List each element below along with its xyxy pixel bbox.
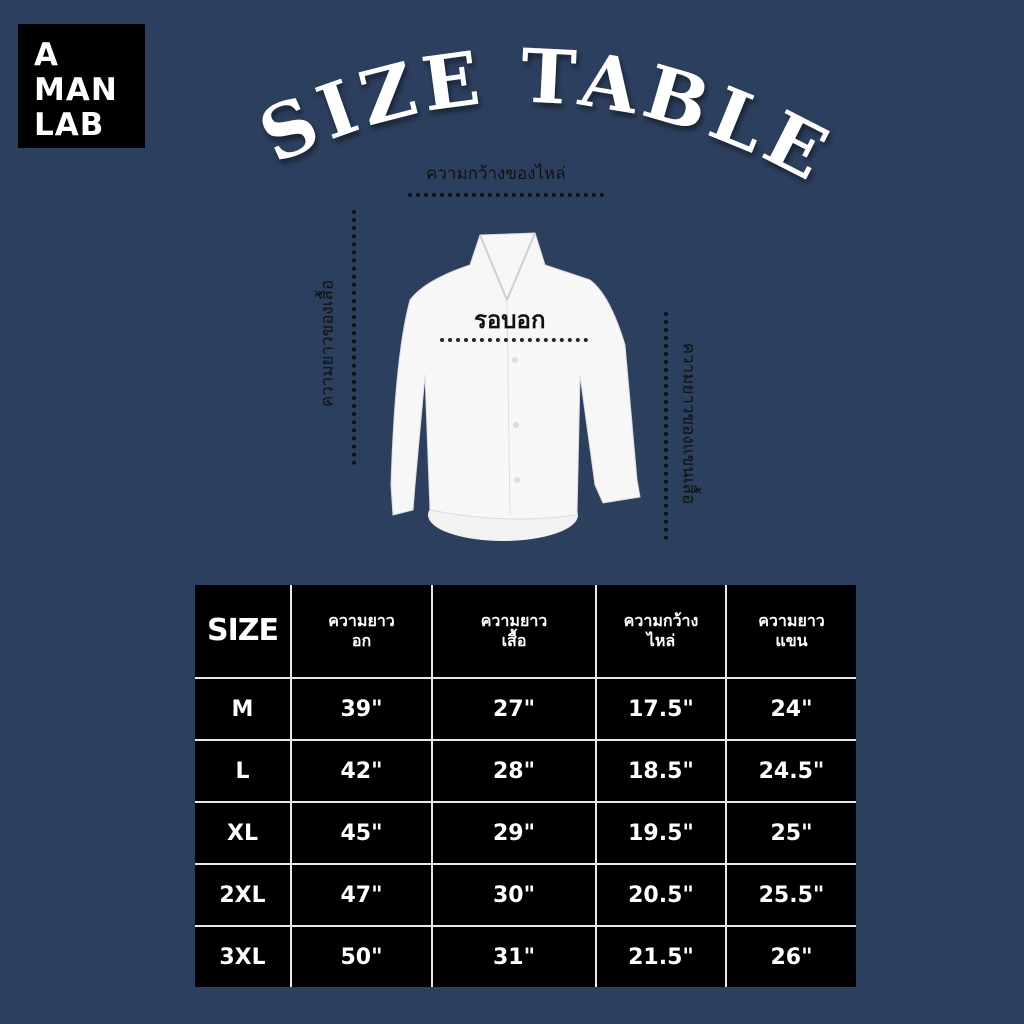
cell-shoulder: 18.5" — [595, 739, 727, 803]
cell-size: M — [195, 677, 292, 741]
shirt-image — [390, 232, 641, 541]
cell-shoulder: 20.5" — [595, 863, 727, 927]
logo-line: MAN — [34, 72, 118, 108]
cell-size: 2XL — [195, 863, 292, 927]
cell-chest: 50" — [290, 925, 433, 987]
table-row: XL 45" 29" 19.5" 25" — [195, 801, 856, 865]
header-line: ความกว้าง — [623, 611, 699, 630]
chest-dotted-line — [440, 338, 588, 342]
cell-sleeve: 24.5" — [725, 739, 856, 803]
header-line: ความยาว — [758, 611, 825, 630]
logo-line: A — [34, 37, 59, 73]
logo-line: LAB — [34, 107, 105, 143]
cell-sleeve: 26" — [725, 925, 856, 987]
sleeve-length-label: ความยาวของแขนเสื้อ — [678, 342, 699, 505]
shirt-length-dotted-line — [352, 210, 356, 465]
table-row: 3XL 50" 31" 21.5" 26" — [195, 925, 856, 987]
cell-sleeve: 25" — [725, 801, 856, 865]
cell-sleeve: 24" — [725, 677, 856, 741]
table-header-row: SIZE ความยาว อก ความยาว เสื้อ ความกว้าง ไหล… — [195, 585, 856, 679]
cell-chest: 42" — [290, 739, 433, 803]
header-line: แขน — [775, 631, 808, 650]
table-row: 2XL 47" 30" 20.5" 25.5" — [195, 863, 856, 927]
shoulder-width-dotted-line — [408, 193, 604, 197]
cell-size: 3XL — [195, 925, 292, 987]
cell-shirt-length: 30" — [431, 863, 597, 927]
sleeve-length-dotted-line — [664, 312, 668, 540]
header-chest: ความยาว อก — [290, 585, 433, 679]
chest-label: รอบอก — [474, 306, 546, 334]
cell-chest: 45" — [290, 801, 433, 865]
cell-shirt-length: 31" — [431, 925, 597, 987]
cell-sleeve: 25.5" — [725, 863, 856, 927]
cell-shoulder: 19.5" — [595, 801, 727, 865]
header-line: อก — [351, 631, 372, 650]
cell-shoulder: 17.5" — [595, 677, 727, 741]
header-line: ความยาว — [328, 611, 395, 630]
shirt-length-label: ความยาวของเสื้อ — [317, 279, 338, 408]
size-table: SIZE ความยาว อก ความยาว เสื้อ ความกว้าง ไหล… — [195, 585, 856, 987]
header-sleeve: ความยาว แขน — [725, 585, 856, 679]
cell-shoulder: 21.5" — [595, 925, 727, 987]
cell-size: XL — [195, 801, 292, 865]
table-row: L 42" 28" 18.5" 24.5" — [195, 739, 856, 803]
page-title-arc: SIZE TABLE — [247, 33, 839, 200]
header-shoulder: ความกว้าง ไหล่ — [595, 585, 727, 679]
header-size: SIZE — [195, 585, 292, 679]
cell-size: L — [195, 739, 292, 803]
table-row: M 39" 27" 17.5" 24" — [195, 677, 856, 741]
cell-chest: 39" — [290, 677, 433, 741]
header-line: เสื้อ — [501, 631, 527, 650]
brand-logo: A MAN LAB — [18, 24, 145, 148]
header-shirt-length: ความยาว เสื้อ — [431, 585, 597, 679]
header-line: ไหล่ — [646, 631, 676, 650]
cell-shirt-length: 28" — [431, 739, 597, 803]
shoulder-width-label: ความกว้างของไหล่ — [426, 164, 566, 184]
cell-shirt-length: 29" — [431, 801, 597, 865]
cell-shirt-length: 27" — [431, 677, 597, 741]
cell-chest: 47" — [290, 863, 433, 927]
header-line: ความยาว — [480, 611, 548, 630]
